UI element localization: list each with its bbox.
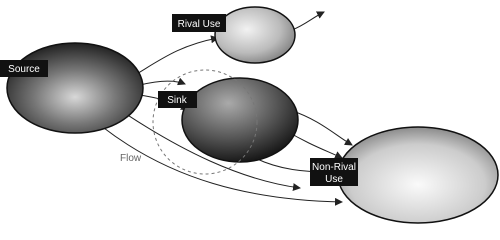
sink-image <box>181 77 299 163</box>
arrow <box>291 11 325 31</box>
arrow <box>139 77 186 86</box>
arrow <box>289 109 353 146</box>
label-box <box>172 14 226 32</box>
label-box <box>0 60 48 77</box>
non-rival-use-image <box>337 126 499 224</box>
diagram: Source Rival Use Sink Non-Rival Use Flow <box>0 6 499 224</box>
label-box <box>158 91 197 108</box>
arrow <box>134 35 219 76</box>
flow-label: Flow <box>120 153 142 164</box>
source-label: Source <box>8 64 40 75</box>
rival-use-image <box>214 6 296 64</box>
rival-use-label: Rival Use <box>178 19 221 30</box>
sink-label: Sink <box>167 95 187 106</box>
source-image <box>6 42 144 134</box>
arrow <box>99 124 343 206</box>
non-rival-label: Use <box>325 174 343 185</box>
arrow <box>119 109 301 192</box>
label-box <box>310 158 358 186</box>
non-rival-label: Non-Rival <box>312 162 356 173</box>
flow-circle <box>152 69 258 175</box>
